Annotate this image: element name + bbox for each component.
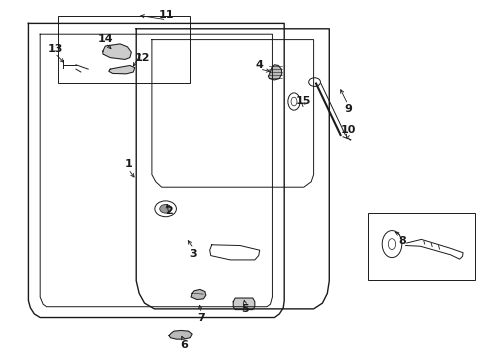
Text: 2: 2 bbox=[165, 206, 173, 216]
Polygon shape bbox=[233, 298, 255, 310]
Polygon shape bbox=[269, 65, 282, 80]
Text: 15: 15 bbox=[296, 96, 312, 106]
Text: 6: 6 bbox=[180, 340, 188, 350]
Text: 9: 9 bbox=[344, 104, 352, 114]
Text: 12: 12 bbox=[134, 53, 150, 63]
Polygon shape bbox=[191, 289, 206, 300]
Text: 14: 14 bbox=[98, 34, 113, 44]
Text: 4: 4 bbox=[256, 60, 264, 70]
Text: 8: 8 bbox=[398, 236, 406, 246]
Text: 5: 5 bbox=[241, 304, 249, 314]
Text: 1: 1 bbox=[124, 159, 132, 169]
Text: 11: 11 bbox=[159, 10, 174, 20]
Circle shape bbox=[160, 204, 172, 213]
Text: 7: 7 bbox=[197, 312, 205, 323]
Text: 13: 13 bbox=[47, 44, 63, 54]
Polygon shape bbox=[109, 66, 135, 74]
Polygon shape bbox=[103, 44, 131, 59]
Polygon shape bbox=[169, 330, 192, 339]
Text: 10: 10 bbox=[340, 125, 356, 135]
Text: 3: 3 bbox=[190, 249, 197, 259]
